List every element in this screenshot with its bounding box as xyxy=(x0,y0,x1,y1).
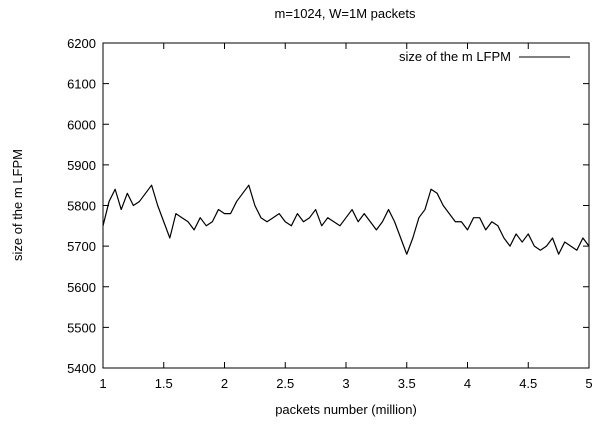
x-tick-label: 4 xyxy=(464,376,471,391)
y-tick-label: 5600 xyxy=(67,280,96,295)
legend-label: size of the m LFPM xyxy=(399,49,511,64)
y-axis: 5400 5500 5600 5700 5800 5900 6000 6100 6200 xyxy=(67,36,589,376)
y-tick-label: 6100 xyxy=(67,77,96,92)
x-tick-label: 1.5 xyxy=(155,376,173,391)
x-axis-label: packets number (million) xyxy=(275,402,417,417)
y-tick-label: 6200 xyxy=(67,36,96,51)
y-tick-label: 5800 xyxy=(67,199,96,214)
x-tick-label: 3 xyxy=(342,376,349,391)
y-tick-label: 6000 xyxy=(67,117,96,132)
y-tick-label: 5400 xyxy=(67,361,96,376)
y-tick-label: 5900 xyxy=(67,158,96,173)
y-tick-label: 5700 xyxy=(67,239,96,254)
x-axis: 1 1.5 2 2.5 3 3.5 4 4.5 5 xyxy=(99,43,593,391)
series-layer xyxy=(102,184,590,255)
x-tick-label: 1 xyxy=(99,376,106,391)
series-line-0 xyxy=(102,184,590,255)
chart-title: m=1024, W=1M packets xyxy=(275,6,416,21)
x-tick-label: 2.5 xyxy=(276,376,294,391)
plot-frame xyxy=(102,42,590,369)
y-tick-label: 5500 xyxy=(67,320,96,335)
legend: size of the m LFPM xyxy=(399,49,570,64)
x-tick-label: 5 xyxy=(585,376,592,391)
x-tick-label: 3.5 xyxy=(398,376,416,391)
y-axis-label: size of the m LFPM xyxy=(10,149,25,261)
x-tick-label: 2 xyxy=(221,376,228,391)
x-tick-label: 4.5 xyxy=(519,376,537,391)
